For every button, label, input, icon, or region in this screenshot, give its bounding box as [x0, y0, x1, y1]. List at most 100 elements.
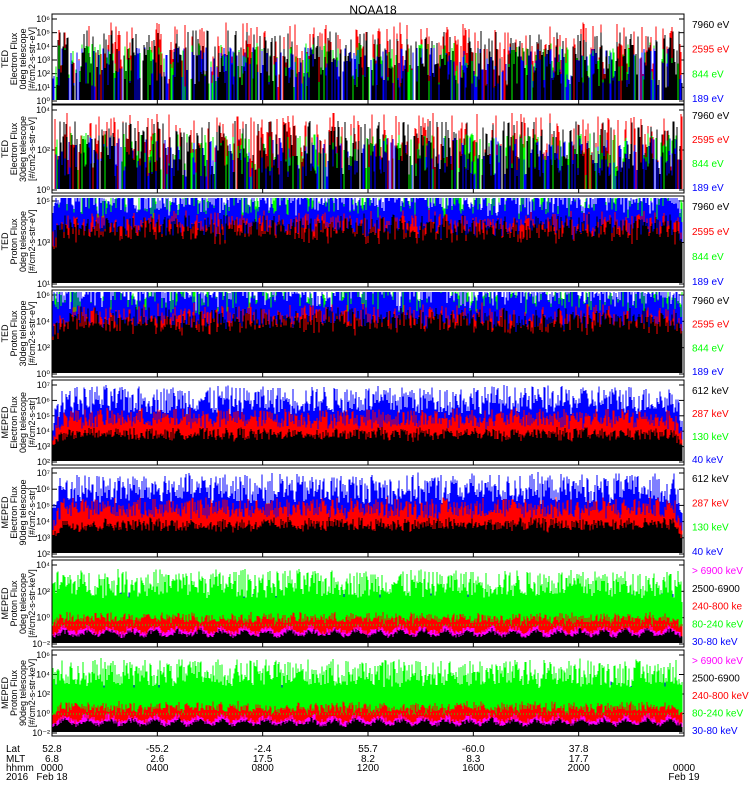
series-legend-label: 130 keV — [692, 432, 729, 443]
y-tick-label: 10⁶ — [36, 290, 50, 300]
y-tick-label: 10² — [37, 457, 50, 467]
y-tick-label: 10⁶ — [36, 395, 50, 405]
panel-ylabel: [#/cm2-s-str-eV] — [27, 301, 37, 365]
axis-value-label: 0000 — [673, 763, 696, 774]
series-legend-label: 240-800 ke — [692, 602, 742, 613]
axis-value-label: Feb 18 — [36, 772, 68, 783]
panel-ylabel: [#/cm2-s-str-eV] — [27, 27, 37, 91]
series-trace — [52, 517, 683, 553]
axis-value-label: 17.5 — [253, 754, 273, 765]
series-legend-label: 2500-6900 — [692, 674, 740, 685]
panel-ylabel: [#/cm2-s-str-keV] — [27, 659, 37, 728]
y-tick-label: 10⁻² — [32, 728, 50, 738]
panel-ylabel: Proton Flux — [9, 218, 19, 265]
axis-value-label: 0800 — [252, 763, 275, 774]
axis-value-label: 0400 — [146, 763, 169, 774]
y-tick-label: 10¹ — [37, 82, 50, 92]
y-tick-label: 10⁵ — [36, 28, 50, 38]
series-trace — [52, 627, 683, 643]
axis-value-label: Feb 19 — [668, 772, 700, 783]
axis-value-label: -2.4 — [254, 744, 272, 755]
series-trace — [56, 30, 683, 100]
series-legend-label: 130 keV — [692, 523, 729, 534]
series-legend-label: 844 eV — [692, 159, 724, 170]
y-tick-label: 10² — [37, 69, 50, 79]
series-legend-label: 844 eV — [692, 69, 724, 80]
panel-ylabel: [#/cm2-s-str] — [27, 397, 37, 447]
series-legend-label: 7960 eV — [692, 111, 730, 122]
series-legend-label: 189 eV — [692, 367, 724, 378]
series-legend-label: 189 eV — [692, 277, 724, 288]
y-tick-label: 10² — [37, 689, 50, 699]
panel-ylabel: [#/cm2-s-str-eV] — [27, 209, 37, 273]
y-tick-label: 10¹ — [37, 279, 50, 289]
series-legend-label: > 6900 keV — [692, 566, 743, 577]
series-legend-label: 287 keV — [692, 498, 729, 509]
panel-ylabel: TED — [0, 324, 10, 343]
y-tick-label: 10⁰ — [36, 709, 50, 719]
series-trace — [52, 306, 683, 373]
series-legend-label: 2500-6900 — [692, 584, 740, 595]
series-trace — [57, 121, 682, 189]
panel-ylabel: 0deg telescope — [18, 573, 28, 634]
panel-ylabel: TED — [0, 49, 10, 68]
y-tick-label: 10⁶ — [36, 650, 50, 660]
axis-value-label: 2.6 — [150, 754, 164, 765]
axis-value-label: 52.8 — [42, 744, 62, 755]
panel-ylabel: MEPED — [0, 677, 10, 710]
series-legend-label: 189 eV — [692, 183, 724, 194]
axis-row-label: hhmm — [6, 763, 34, 774]
y-tick-label: 10⁶ — [36, 484, 50, 494]
series-legend-label: 40 keV — [692, 547, 723, 558]
y-tick-label: 10⁷ — [37, 468, 50, 478]
panel-ylabel: Electron Flux — [9, 32, 19, 85]
series-legend-label: > 6900 keV — [692, 656, 743, 667]
series-trace — [52, 568, 683, 643]
axis-value-label: 1200 — [357, 763, 380, 774]
series-trace — [52, 427, 683, 461]
y-tick-label: 10⁷ — [37, 380, 50, 390]
y-tick-label: 10⁵ — [36, 500, 50, 510]
panel-ylabel: 0deg telescope — [18, 211, 28, 272]
figure-title: NOAA18 — [349, 3, 397, 17]
y-tick-label: 10⁵ — [36, 196, 50, 206]
y-tick-label: 10⁰ — [36, 185, 50, 195]
axis-row-label: MLT — [6, 754, 25, 765]
series-legend-label: 844 eV — [692, 343, 724, 354]
panel-ylabel: 90deg telescope — [18, 660, 28, 726]
y-tick-label: 10⁴ — [36, 105, 50, 115]
panel-ylabel: 0deg telescope — [18, 392, 28, 453]
series-legend-label: 7960 eV — [692, 20, 730, 31]
y-tick-label: 10⁰ — [36, 613, 50, 623]
panel-ylabel: [#/cm2-s-str] — [27, 487, 37, 537]
y-tick-label: 10³ — [37, 442, 50, 452]
panel-ylabel: 0deg telescope — [18, 28, 28, 89]
panel-ylabel: MEPED — [0, 406, 10, 439]
series-legend-label: 612 keV — [692, 474, 729, 485]
panel-3: 10¹ 10³ 10⁵ TED Proton Flux 0deg telescope [#/… — [0, 195, 730, 289]
series-legend-label: 2595 eV — [692, 320, 730, 331]
series-legend-label: 30-80 keV — [692, 726, 738, 737]
panel-ylabel: MEPED — [0, 587, 10, 620]
panel-5: 10² 10³ 10⁴ 10⁵ 10⁶ 10⁷ MEPED Electron Flux 0deg… — [0, 379, 729, 467]
panel-ylabel: TED — [0, 139, 10, 158]
y-tick-label: 10⁵ — [36, 411, 50, 421]
panel-ylabel: Proton Flux — [9, 310, 19, 357]
y-tick-label: 10³ — [37, 55, 50, 65]
panel-ylabel: Electron Flux — [9, 486, 19, 539]
series-legend-label: 7960 eV — [692, 202, 730, 213]
y-tick-label: 10⁴ — [36, 426, 50, 436]
series-legend-label: 189 eV — [692, 94, 724, 105]
axis-value-label: 37.8 — [569, 744, 589, 755]
series-legend-label: 287 keV — [692, 409, 729, 420]
axis-value-label: 17.7 — [569, 754, 589, 765]
axis-value-label: -60.0 — [462, 744, 485, 755]
axis-value-label: -55.2 — [146, 744, 169, 755]
panel-ylabel: 30deg telescope — [18, 116, 28, 182]
panel-ylabel: [#/cm2-s-str-keV] — [27, 569, 37, 638]
panel-ylabel: 90deg telescope — [18, 479, 28, 545]
axis-value-label: 55.7 — [358, 744, 378, 755]
panel-1: 10⁰ 10¹ 10² 10³ 10⁴ 10⁵ 10⁶ TED Electron Flux 0de… — [0, 13, 730, 106]
panel-7: 10⁻² 10⁰ 10² 10⁴ MEPED Proton Flux 0deg telesc… — [0, 559, 743, 649]
